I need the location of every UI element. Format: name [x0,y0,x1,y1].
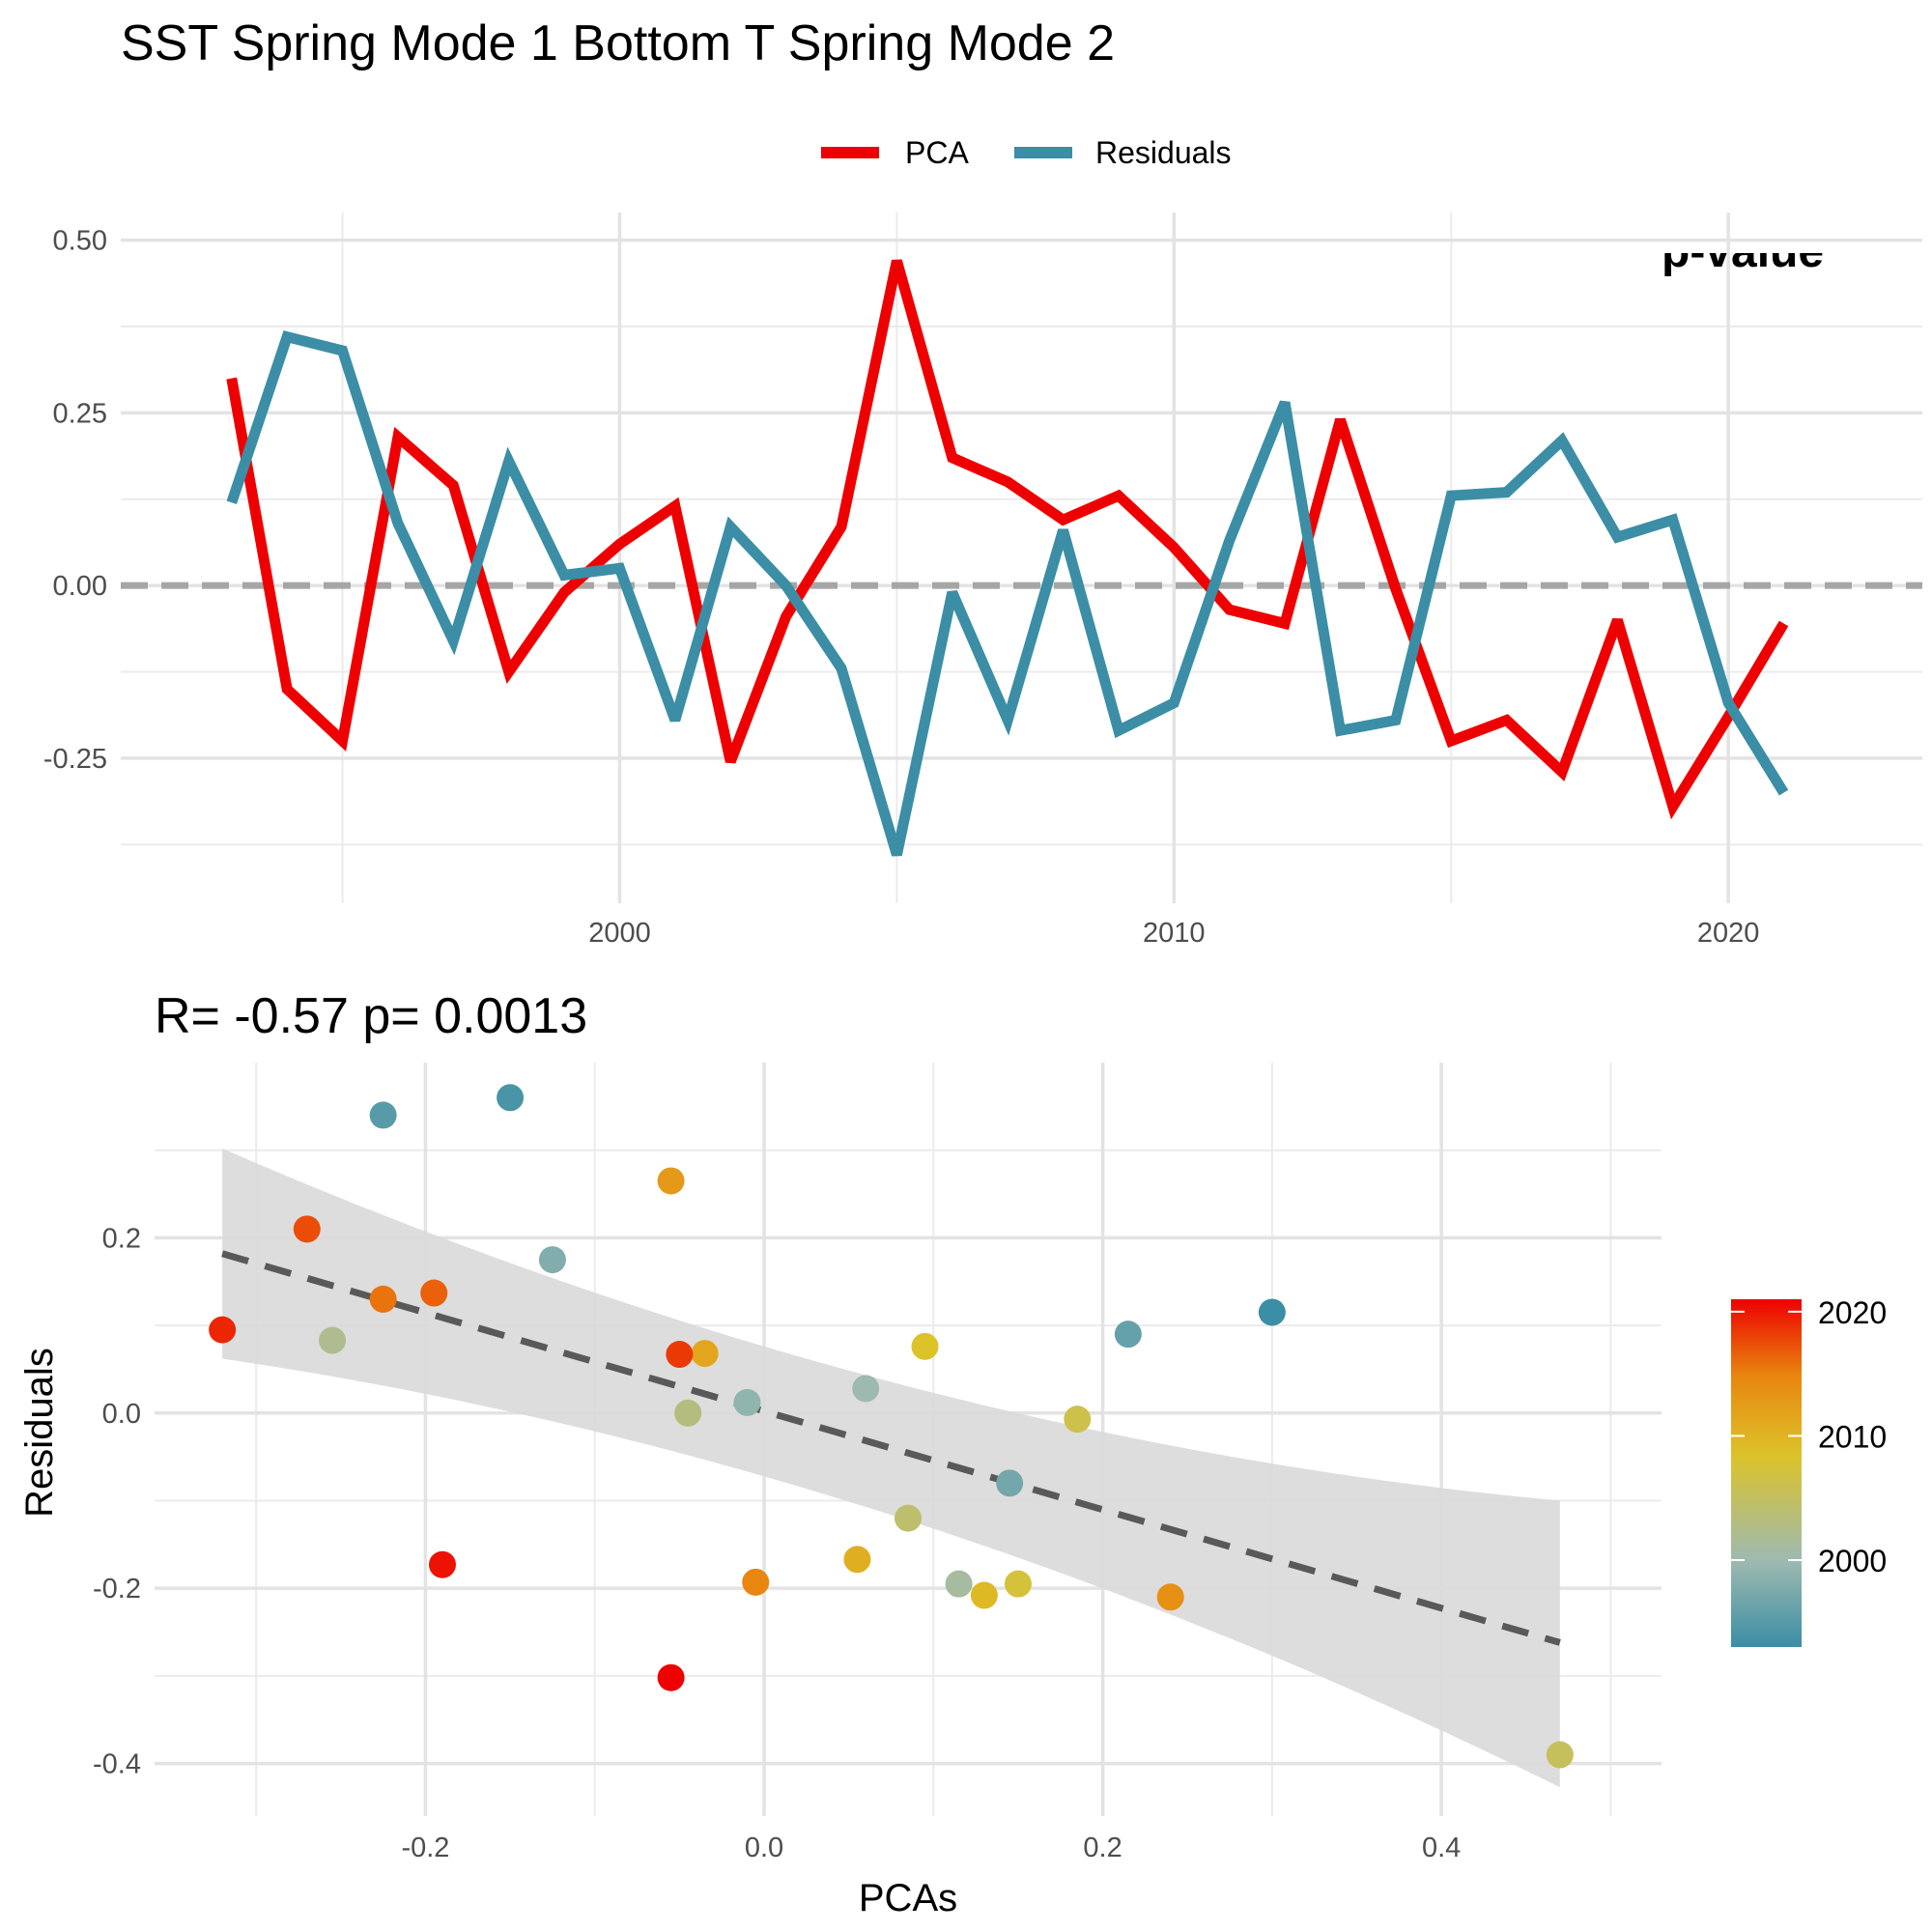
scatter-point [1546,1741,1574,1769]
scatter-point [657,1167,685,1195]
scatter-point [895,1504,922,1532]
top-y-tick-label: 0.00 [53,571,107,602]
scatter-point [209,1316,237,1344]
legend: PCA Residuals [821,135,1232,170]
scatter-point [538,1246,566,1274]
scatter-point [843,1546,871,1574]
colorbar [1731,1299,1802,1647]
top-x-tick-label: 2020 [1697,918,1760,949]
p-value-label-partial: p-value [1662,226,1824,277]
bottom-y-tick-label: 0.0 [102,1399,141,1430]
scatter-point [497,1084,525,1112]
bottom-x-tick-label: 0.4 [1422,1833,1461,1863]
scatter-point [970,1581,998,1609]
legend-label-residuals: Residuals [1095,135,1232,170]
scatter-point [657,1663,685,1691]
scatter-point [1004,1570,1032,1598]
scatter-point [945,1570,973,1598]
series-line-residuals [226,330,1789,857]
top-y-tick-label: 0.25 [53,398,107,429]
top-y-tick-label: -0.25 [43,744,107,775]
scatter-point [420,1279,448,1307]
top-x-tick-label: 2010 [1143,918,1206,949]
bottom-x-tick-label: -0.2 [401,1833,449,1863]
bottom-x-tick-label: 0.2 [1083,1833,1122,1863]
scatter-points [209,1084,1574,1769]
scatter-point [319,1326,347,1354]
scatter-point [1156,1583,1184,1611]
scatter-point [852,1375,880,1403]
scatter-point [1114,1321,1142,1349]
bottom-y-tick-label: -0.4 [93,1749,141,1780]
colorbar-ticks: 2020 2010 2000 [1731,1295,1887,1578]
scatter-point [369,1285,397,1313]
scatter-point [666,1341,694,1369]
scatter-point [742,1568,770,1596]
confidence-band [222,1148,1560,1788]
scatter-point [1258,1298,1286,1326]
y-axis-label: Residuals [18,1348,61,1518]
confidence-ribbon [222,1148,1560,1788]
series-line-pca [226,259,1789,820]
top-series-lines [226,259,1789,857]
colorbar-label: 2000 [1818,1544,1887,1578]
top-chart-title: SST Spring Mode 1 Bottom T Spring Mode 2 [121,15,1115,71]
top-gridlines [121,213,1922,903]
scatter-point [369,1101,397,1129]
scatter-point [691,1340,719,1368]
bottom-y-tick-label: -0.2 [93,1574,141,1605]
scatter-point [996,1469,1024,1497]
x-axis-label: PCAs [859,1877,957,1919]
scatter-point [1064,1406,1092,1434]
fit-line [221,1250,1561,1646]
bottom-chart-title: R= -0.57 p= 0.0013 [155,988,587,1044]
scatter-point [911,1332,939,1360]
top-y-tick-label: 0.50 [53,226,107,257]
legend-label-pca: PCA [905,135,969,170]
scatter-point [733,1388,761,1416]
scatter-point [428,1550,456,1578]
bottom-x-tick-label: 0.0 [745,1833,783,1863]
top-x-tick-label: 2000 [588,918,651,949]
colorbar-label: 2010 [1818,1419,1887,1454]
scatter-point [293,1215,321,1243]
colorbar-label: 2020 [1818,1295,1887,1330]
bottom-tick-labels: 0.2 0.0 -0.2 -0.4 -0.2 0.0 0.2 0.4 [93,1223,1461,1863]
regression-line [221,1250,1561,1646]
top-tick-labels: 0.50 0.25 0.00 -0.25 2000 2010 2020 [43,226,1760,949]
bottom-y-tick-label: 0.2 [102,1223,141,1254]
scatter-point [674,1399,702,1427]
